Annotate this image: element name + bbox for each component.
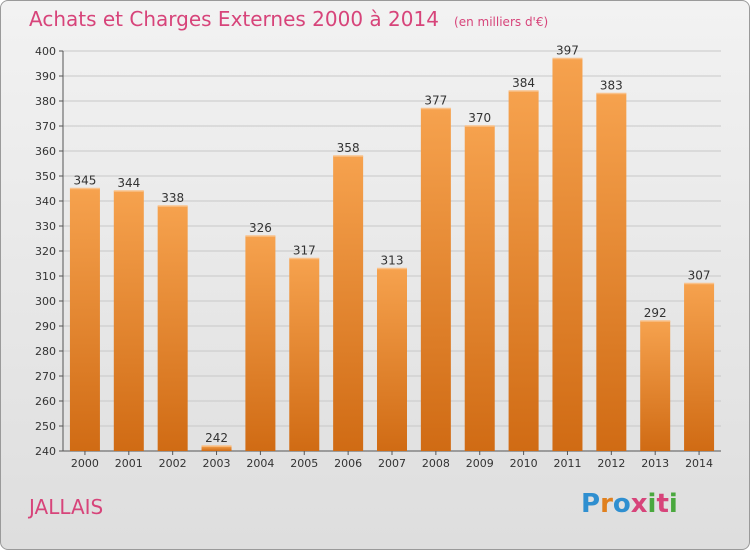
x-tick-label: 2004 bbox=[246, 457, 274, 470]
bar-2013 bbox=[640, 321, 671, 451]
bar-2008 bbox=[420, 108, 451, 451]
x-tick-label: 2011 bbox=[553, 457, 581, 470]
x-tick-label: 2012 bbox=[597, 457, 625, 470]
y-tick-label: 320 bbox=[35, 245, 56, 258]
bar-2010 bbox=[508, 91, 539, 451]
bar-2007 bbox=[377, 268, 407, 451]
bar-2001 bbox=[113, 191, 144, 451]
x-tick-label: 2007 bbox=[378, 457, 406, 470]
x-tick-label: 2002 bbox=[159, 457, 187, 470]
bar-2004 bbox=[245, 236, 276, 451]
data-label-2009: 370 bbox=[468, 111, 491, 125]
data-label-2014: 307 bbox=[688, 269, 711, 283]
bar-2009 bbox=[464, 126, 495, 451]
x-tick-label: 2010 bbox=[510, 457, 538, 470]
y-tick-label: 300 bbox=[35, 295, 56, 308]
data-label-2013: 292 bbox=[644, 306, 667, 320]
data-label-2000: 345 bbox=[73, 174, 96, 188]
y-tick-label: 250 bbox=[35, 420, 56, 433]
data-label-2006: 358 bbox=[337, 141, 360, 155]
chart-title: Achats et Charges Externes 2000 à 2014 bbox=[29, 7, 439, 31]
proxiti-logo: Proxiti bbox=[581, 489, 678, 519]
x-tick-label: 2014 bbox=[685, 457, 713, 470]
x-tick-label: 2003 bbox=[203, 457, 231, 470]
bar-2012 bbox=[596, 93, 627, 451]
x-tick-label: 2000 bbox=[71, 457, 99, 470]
x-tick-label: 2013 bbox=[641, 457, 669, 470]
data-label-2001: 344 bbox=[117, 176, 140, 190]
title-row: Achats et Charges Externes 2000 à 2014 (… bbox=[29, 7, 548, 31]
bar-2011 bbox=[552, 58, 583, 451]
data-label-2007: 313 bbox=[381, 254, 404, 268]
x-tick-label: 2009 bbox=[466, 457, 494, 470]
y-tick-label: 290 bbox=[35, 320, 56, 333]
y-tick-label: 360 bbox=[35, 145, 56, 158]
data-label-2003: 242 bbox=[205, 431, 228, 445]
x-tick-label: 2006 bbox=[334, 457, 362, 470]
data-label-2002: 338 bbox=[161, 191, 184, 205]
chart-subtitle: (en milliers d'€) bbox=[454, 15, 549, 29]
x-tick-label: 2001 bbox=[115, 457, 143, 470]
y-tick-label: 390 bbox=[35, 70, 56, 83]
y-tick-label: 340 bbox=[35, 195, 56, 208]
bar-2014 bbox=[684, 283, 715, 451]
y-tick-label: 310 bbox=[35, 270, 56, 283]
y-tick-label: 240 bbox=[35, 445, 56, 458]
bar-2000 bbox=[69, 188, 100, 451]
y-tick-label: 350 bbox=[35, 170, 56, 183]
x-tick-label: 2008 bbox=[422, 457, 450, 470]
x-tick-label: 2005 bbox=[290, 457, 318, 470]
data-label-2010: 384 bbox=[512, 76, 535, 90]
bar-2005 bbox=[289, 258, 320, 451]
data-label-2005: 317 bbox=[293, 244, 316, 258]
y-tick-label: 280 bbox=[35, 345, 56, 358]
data-label-2004: 326 bbox=[249, 221, 272, 235]
y-tick-label: 260 bbox=[35, 395, 56, 408]
data-label-2012: 383 bbox=[600, 79, 623, 93]
y-tick-label: 400 bbox=[35, 45, 56, 58]
town-name: JALLAIS bbox=[29, 495, 104, 519]
y-tick-label: 270 bbox=[35, 370, 56, 383]
data-label-2011: 397 bbox=[556, 44, 579, 58]
y-tick-label: 380 bbox=[35, 95, 56, 108]
y-tick-label: 330 bbox=[35, 220, 56, 233]
y-tick-label: 370 bbox=[35, 120, 56, 133]
bar-2002 bbox=[157, 206, 188, 451]
bar-2006 bbox=[333, 156, 364, 451]
data-label-2008: 377 bbox=[424, 94, 447, 108]
bar-2003 bbox=[201, 446, 232, 451]
